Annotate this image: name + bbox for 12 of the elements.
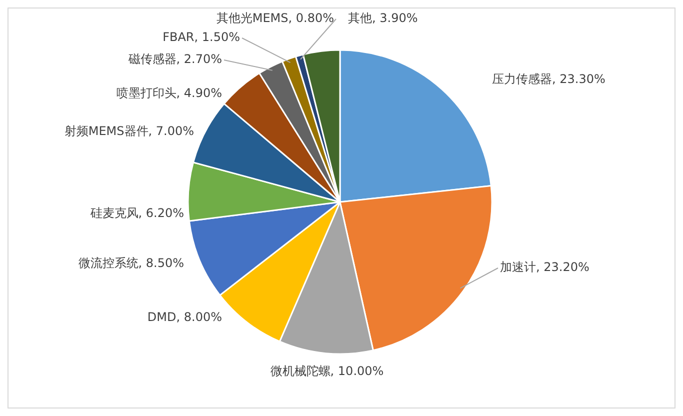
slice-label: DMD, 8.00% (147, 310, 222, 324)
slice-label: 压力传感器, 23.30% (492, 72, 606, 86)
slice-label: 其他光MEMS, 0.80% (216, 11, 334, 26)
slice-label: 硅麦克风, 6.20% (89, 206, 184, 220)
slice-label: 磁传感器, 2.70% (127, 52, 222, 66)
slice-label: FBAR, 1.50% (162, 30, 240, 44)
slice-label: 微流控系统, 8.50% (78, 256, 184, 270)
slice-label: 射频MEMS器件, 7.00% (64, 124, 194, 138)
slice-label: 喷墨打印头, 4.90% (116, 86, 222, 100)
slice-label: 其他, 3.90% (348, 11, 418, 26)
slice-label: 加速计, 23.20% (500, 260, 590, 274)
slice-label: 微机械陀螺, 10.00% (270, 364, 384, 378)
